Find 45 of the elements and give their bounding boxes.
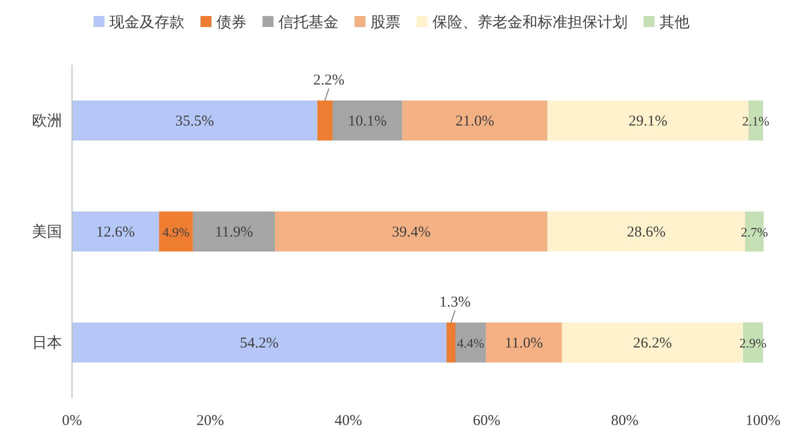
data-label: 2.2% — [313, 72, 345, 88]
x-tick-label: 0% — [62, 413, 82, 429]
bar — [72, 322, 447, 362]
y-tick-label: 欧洲 — [32, 112, 62, 130]
x-tick-label: 100% — [746, 413, 780, 429]
data-label: 28.6% — [626, 224, 666, 240]
x-tick-label: 60% — [472, 413, 500, 429]
legend-label: 现金及存款 — [110, 14, 184, 31]
data-label: 35.5% — [175, 114, 214, 130]
bar — [275, 212, 548, 252]
y-tick-label: 美国 — [32, 224, 62, 240]
data-label: 54.2% — [240, 336, 279, 352]
bar — [72, 212, 160, 252]
bar — [159, 212, 193, 252]
x-tick-label: 20% — [196, 413, 224, 429]
legend-label: 保险、养老金和标准担保计划 — [432, 14, 628, 31]
bar — [332, 100, 402, 140]
bar — [402, 100, 548, 140]
data-label: 10.1% — [348, 114, 387, 130]
data-label: 4.4% — [457, 336, 484, 350]
bar — [456, 322, 486, 362]
bar — [317, 100, 333, 140]
x-tick-label: 80% — [611, 413, 639, 429]
data-label: 26.2% — [633, 336, 672, 352]
data-label: 11.9% — [214, 224, 254, 240]
legend-label: 信托基金 — [278, 14, 338, 31]
data-label: 2.7% — [740, 224, 768, 240]
legend-label: 股票 — [370, 15, 400, 31]
bar — [72, 100, 318, 140]
data-label: 2.1% — [742, 114, 770, 128]
legend-label: 债券 — [216, 14, 246, 31]
legend-label: 其他 — [660, 14, 690, 31]
y-tick-label: 日本 — [32, 334, 62, 352]
data-label: 29.1% — [628, 114, 668, 130]
data-label: 4.9% — [162, 224, 190, 240]
data-label: 1.3% — [439, 294, 471, 310]
x-tick-label: 40% — [334, 413, 362, 429]
data-label: 12.6% — [96, 224, 135, 240]
data-label: 21.0% — [455, 114, 494, 130]
data-label: 2.9% — [739, 336, 767, 350]
data-label: 11.0% — [504, 336, 544, 352]
bar — [192, 212, 276, 252]
bar — [486, 322, 562, 362]
bar — [446, 322, 456, 362]
data-label: 39.4% — [392, 224, 431, 240]
